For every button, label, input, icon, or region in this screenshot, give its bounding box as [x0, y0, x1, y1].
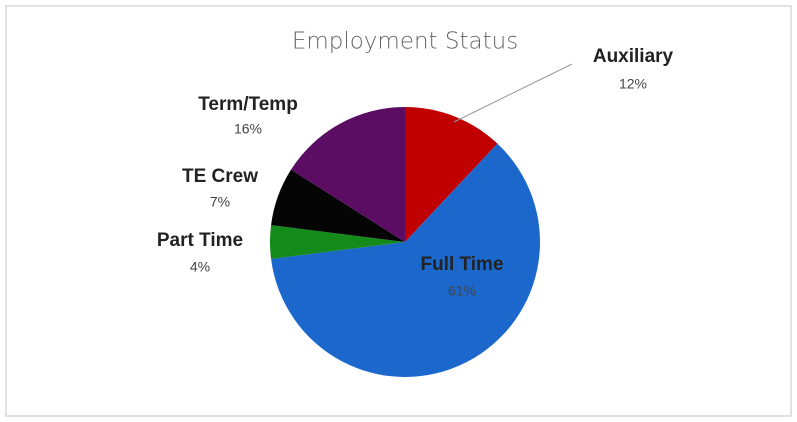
pie-slice: [271, 143, 540, 377]
slice-label: Part Time: [157, 230, 243, 251]
slice-value-label: 16%: [234, 121, 262, 137]
slice-value-label: 7%: [210, 194, 230, 210]
slice-label: Term/Temp: [198, 94, 298, 115]
pie-slice: [291, 107, 405, 242]
pie-slice: [271, 169, 405, 242]
pie: [270, 107, 540, 377]
slice-label: Full Time: [420, 254, 503, 275]
slice-value-label: 4%: [190, 259, 210, 275]
slice-value-label: 12%: [619, 76, 647, 92]
chart-title: Employment Status: [292, 29, 518, 55]
leader-line: [453, 63, 573, 123]
pie-slice: [405, 107, 498, 242]
slice-value-label: 61%: [448, 283, 476, 299]
pie-slice: [270, 225, 405, 259]
slice-label: Auxiliary: [593, 46, 674, 67]
slice-label: TE Crew: [182, 166, 258, 187]
